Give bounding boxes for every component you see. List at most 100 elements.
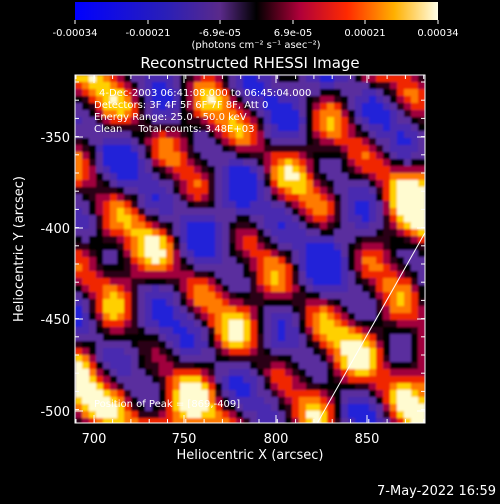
heatmap-cell — [145, 327, 153, 335]
heatmap-cell — [124, 201, 132, 209]
heatmap-cell — [320, 397, 328, 405]
heatmap-cell — [215, 341, 223, 349]
heatmap-cell — [166, 362, 174, 370]
heatmap-cell — [194, 299, 202, 307]
heatmap-cell — [376, 236, 384, 244]
heatmap-cell — [117, 152, 125, 160]
heatmap-cell — [313, 243, 321, 251]
heatmap-cell — [271, 404, 279, 412]
heatmap-cell — [159, 369, 167, 377]
heatmap-cell — [341, 355, 349, 363]
heatmap-cell — [341, 292, 349, 300]
heatmap-cell — [320, 411, 328, 419]
heatmap-cell — [131, 215, 139, 223]
heatmap-cell — [194, 180, 202, 188]
heatmap-cell — [264, 208, 272, 216]
heatmap-cell — [334, 327, 342, 335]
heatmap-cell — [131, 145, 139, 153]
heatmap-cell — [362, 362, 370, 370]
heatmap-cell — [313, 278, 321, 286]
heatmap-cell — [124, 145, 132, 153]
heatmap-cell — [96, 124, 104, 132]
heatmap-cell — [383, 124, 391, 132]
heatmap-cell — [355, 236, 363, 244]
heatmap-cell — [376, 285, 384, 293]
heatmap-cell — [124, 264, 132, 272]
heatmap-cell — [229, 222, 237, 230]
heatmap-cell — [89, 411, 97, 419]
heatmap-cell — [320, 327, 328, 335]
heatmap-cell — [208, 292, 216, 300]
heatmap-cell — [348, 306, 356, 314]
heatmap-cell — [348, 390, 356, 398]
heatmap-cell — [299, 236, 307, 244]
heatmap-cell — [215, 285, 223, 293]
heatmap-cell — [264, 278, 272, 286]
heatmap-cell — [152, 397, 160, 405]
heatmap-cell — [390, 194, 398, 202]
heatmap-cell — [131, 222, 139, 230]
heatmap-cell — [271, 327, 279, 335]
heatmap-cell — [222, 397, 230, 405]
heatmap-cell — [313, 418, 321, 423]
heatmap-cell — [418, 180, 425, 188]
heatmap-cell — [187, 334, 195, 342]
heatmap-cell — [404, 257, 412, 265]
heatmap-cell — [208, 131, 216, 139]
heatmap-cell — [418, 82, 425, 90]
heatmap-cell — [299, 320, 307, 328]
heatmap-cell — [236, 271, 244, 279]
heatmap-cell — [152, 369, 160, 377]
heatmap-cell — [89, 397, 97, 405]
heatmap-cell — [180, 201, 188, 209]
heatmap-cell — [117, 369, 125, 377]
heatmap-cell — [362, 117, 370, 125]
heatmap-cell — [313, 341, 321, 349]
heatmap-cell — [82, 285, 90, 293]
heatmap-cell — [215, 194, 223, 202]
heatmap-cell — [187, 243, 195, 251]
heatmap-cell — [411, 320, 419, 328]
colorbar — [75, 2, 438, 20]
heatmap-cell — [341, 187, 349, 195]
heatmap-cell — [327, 117, 335, 125]
heatmap-cell — [264, 383, 272, 391]
heatmap-cell — [362, 397, 370, 405]
heatmap-cell — [299, 96, 307, 104]
heatmap-cell — [418, 208, 425, 216]
heatmap-cell — [348, 159, 356, 167]
heatmap-cell — [362, 215, 370, 223]
heatmap-cell — [96, 313, 104, 321]
heatmap-cell — [355, 320, 363, 328]
heatmap-cell — [152, 334, 160, 342]
heatmap-cell — [278, 208, 286, 216]
heatmap-cell — [278, 320, 286, 328]
heatmap-cell — [159, 243, 167, 251]
heatmap-cell — [243, 383, 251, 391]
heatmap-cell — [299, 215, 307, 223]
heatmap-cell — [124, 208, 132, 216]
heatmap-cell — [355, 292, 363, 300]
heatmap-cell — [397, 159, 405, 167]
heatmap-cell — [292, 89, 300, 97]
heatmap-cell — [138, 299, 146, 307]
heatmap-cell — [355, 397, 363, 405]
heatmap-cell — [271, 152, 279, 160]
heatmap-cell — [271, 355, 279, 363]
heatmap-cell — [404, 397, 412, 405]
heatmap-cell — [187, 194, 195, 202]
heatmap-cell — [376, 271, 384, 279]
heatmap-cell — [89, 390, 97, 398]
heatmap-cell — [271, 194, 279, 202]
heatmap-cell — [404, 376, 412, 384]
heatmap-cell — [124, 397, 132, 405]
heatmap-cell — [250, 117, 258, 125]
heatmap-cell — [117, 201, 125, 209]
heatmap-cell — [145, 110, 153, 118]
heatmap-cell — [131, 362, 139, 370]
heatmap-cell — [327, 243, 335, 251]
heatmap-cell — [110, 75, 118, 83]
heatmap-cell — [215, 411, 223, 419]
heatmap-cell — [355, 404, 363, 412]
heatmap-cell — [194, 264, 202, 272]
